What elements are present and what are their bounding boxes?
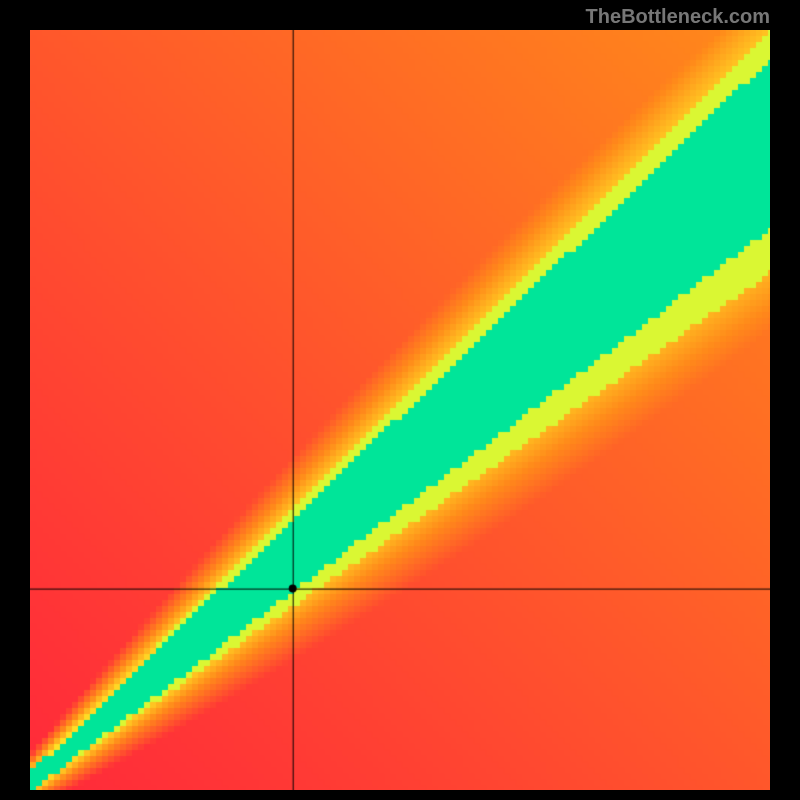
watermark-text: TheBottleneck.com [586,6,770,29]
heatmap-canvas [30,30,770,790]
chart-container: TheBottleneck.com [0,0,800,800]
